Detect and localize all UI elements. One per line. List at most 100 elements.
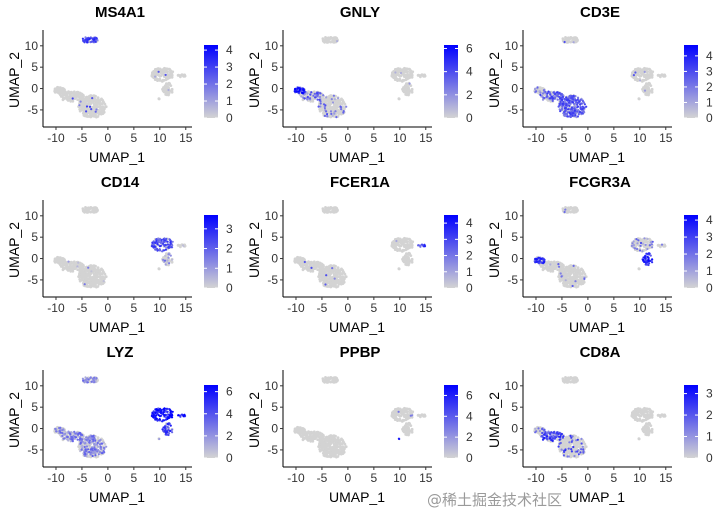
cell-point <box>54 87 57 91</box>
y-tick-label: 0 <box>31 82 38 96</box>
cell-point <box>644 263 647 266</box>
cell-point <box>409 240 412 244</box>
cell-point <box>409 259 412 263</box>
cell-point <box>574 280 577 283</box>
cell-point <box>164 86 168 90</box>
cell-point <box>330 210 334 214</box>
cell-point <box>302 258 306 261</box>
cell-point <box>579 272 583 276</box>
x-tick-label: 5 <box>131 301 138 315</box>
x-tick-label: 15 <box>179 471 193 485</box>
cell-point <box>337 282 341 286</box>
cell-point <box>394 241 397 245</box>
cell-point <box>405 240 409 244</box>
cell-point <box>320 274 324 278</box>
cell-point <box>93 269 97 273</box>
cell-point <box>560 275 563 278</box>
cell-point <box>536 86 539 89</box>
cell-point <box>93 38 96 41</box>
cell-point <box>396 248 400 252</box>
y-tick-label: -5 <box>507 273 518 287</box>
cell-point <box>558 91 561 95</box>
cell-point <box>156 243 159 246</box>
cell-point <box>316 268 319 271</box>
cell-point <box>95 37 98 40</box>
cell-point <box>330 40 334 44</box>
cell-point <box>334 282 338 285</box>
cell-point <box>101 112 105 115</box>
cell-point <box>572 94 575 97</box>
cell-point <box>311 262 314 265</box>
colorbar-label: 2 <box>226 242 233 256</box>
cell-point <box>76 268 79 271</box>
cell-point <box>342 101 346 104</box>
cell-point <box>635 67 638 71</box>
cell-point <box>98 280 102 284</box>
cell-point <box>563 107 566 110</box>
cell-point <box>567 101 570 104</box>
x-tick-label: 0 <box>105 471 112 485</box>
cell-point <box>96 445 100 448</box>
cell-point <box>314 96 317 99</box>
cell-point <box>645 93 649 97</box>
plot-title: GNLY <box>340 4 380 21</box>
cell-point <box>541 268 545 272</box>
y-tick-label: -5 <box>27 443 38 457</box>
cell-point <box>72 94 75 98</box>
x-tick-label: -5 <box>77 301 88 315</box>
cell-point <box>85 438 88 441</box>
cell-point <box>556 98 559 101</box>
x-tick-label: 10 <box>393 131 407 145</box>
feature-plot-ppbp: PPBP -10 -5 0 5 10 15 -5 0 5 10 UMAP_1 UMAP_2 0 2 4 6 <box>240 340 480 510</box>
cell-point <box>562 100 565 103</box>
cell-point <box>659 75 662 79</box>
cell-point <box>342 271 346 274</box>
cell-point <box>317 105 320 108</box>
cell-point <box>164 254 167 257</box>
x-tick-label: -10 <box>47 471 65 485</box>
cell-point <box>167 76 171 80</box>
cell-point <box>312 94 315 97</box>
cell-point <box>578 100 581 103</box>
x-tick-label: -10 <box>287 301 305 315</box>
cell-point <box>88 100 91 104</box>
cell-point <box>563 40 566 44</box>
cell-point <box>161 242 164 245</box>
cell-point <box>83 40 86 44</box>
cell-point <box>538 87 542 91</box>
cell-point <box>69 99 73 103</box>
cell-point <box>576 208 579 212</box>
cell-point <box>318 261 321 265</box>
cell-point <box>340 97 343 101</box>
cell-point <box>88 108 91 111</box>
cell-point <box>82 102 86 106</box>
cell-point <box>574 282 578 285</box>
cell-point <box>419 75 422 79</box>
cell-point <box>571 275 575 279</box>
cell-point <box>568 278 571 281</box>
cell-point <box>157 97 161 101</box>
cell-point <box>335 116 338 119</box>
cell-point <box>309 93 312 96</box>
y-tick-label: -5 <box>27 273 38 287</box>
cell-point <box>166 91 169 94</box>
cell-point <box>320 276 324 280</box>
cell-point <box>306 95 309 99</box>
cell-point <box>549 269 553 273</box>
colorbar-label: 6 <box>466 41 473 55</box>
cell-point <box>102 280 105 283</box>
cell-point <box>151 415 155 418</box>
cell-point <box>55 430 58 433</box>
cell-point <box>555 91 559 94</box>
cell-point <box>159 71 163 75</box>
cell-point <box>94 110 97 113</box>
cell-point <box>84 379 87 382</box>
cell-point <box>342 111 345 114</box>
cell-point <box>397 97 401 101</box>
cell-point <box>568 99 571 102</box>
cell-point <box>171 258 174 261</box>
cell-point <box>558 102 561 105</box>
cell-point <box>656 244 660 247</box>
cell-point <box>644 73 647 77</box>
